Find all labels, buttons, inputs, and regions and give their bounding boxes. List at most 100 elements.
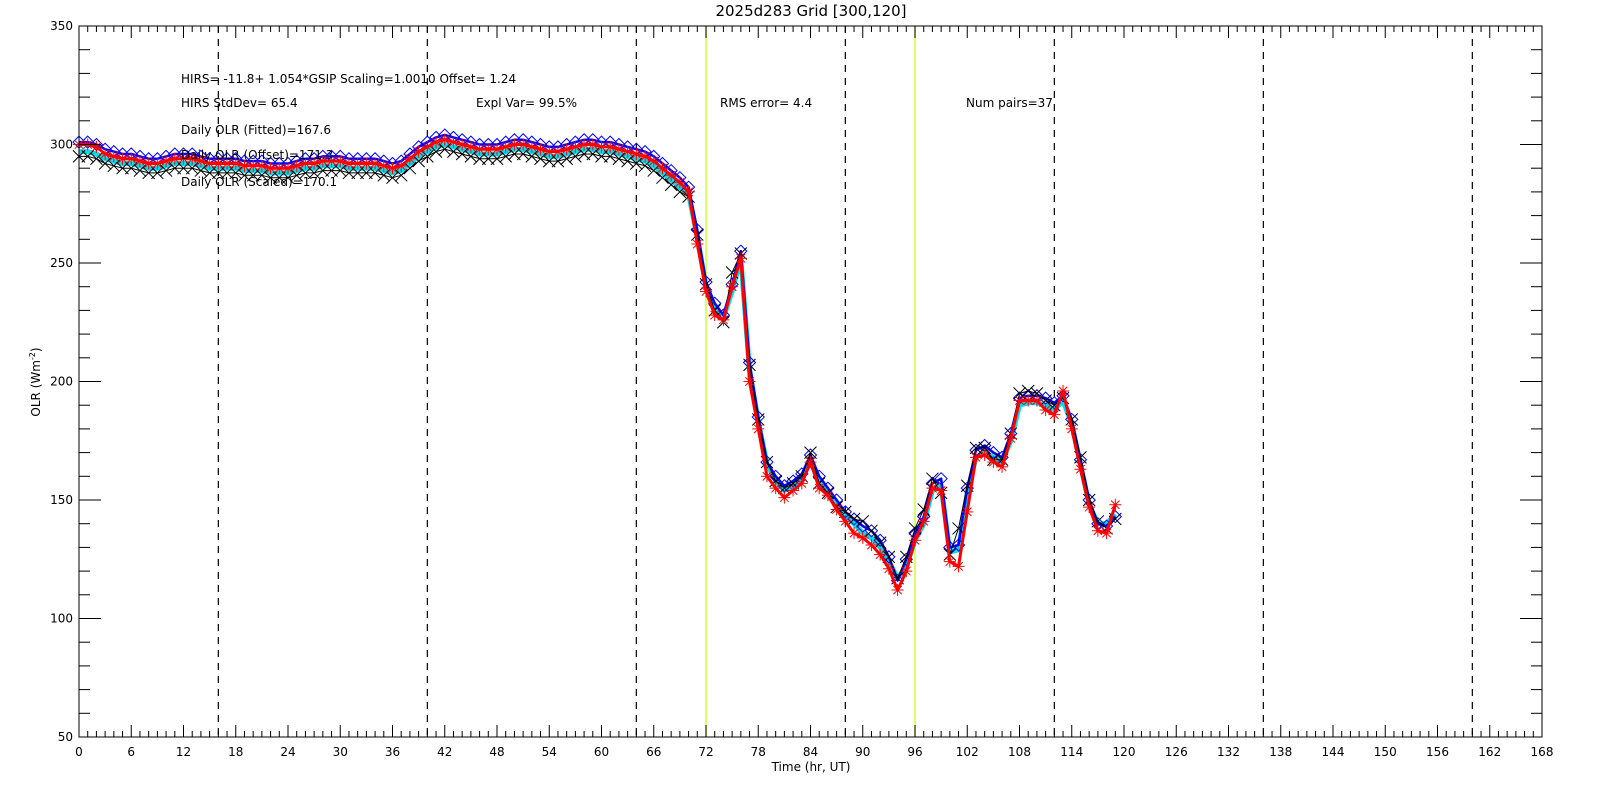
data-point-asterisk [734,252,747,265]
data-point-asterisk [700,285,712,298]
data-point-asterisk [969,451,982,464]
data-point-asterisk [621,145,634,158]
x-tick-labels: 0 6 12 18 24 30 36 42 48 54 60 66 72 78 84 90 96 102 108 11… [75,745,1553,759]
x-tick-label: 168 [1531,745,1554,759]
data-point-asterisk [743,375,756,388]
data-point-asterisk [517,138,530,151]
data-point-asterisk [804,456,817,469]
data-point-x [90,152,103,166]
data-point-asterisk [90,140,103,153]
data-point-x [151,166,164,180]
data-point-x [255,168,269,182]
data-point-asterisk [447,136,460,149]
data-point-asterisk [978,448,991,461]
data-point-x [81,149,95,163]
data-point-asterisk [325,155,338,168]
data-point-x [168,161,182,175]
data-point-asterisk [769,482,782,495]
data-point-asterisk [203,157,216,170]
data-point-asterisk [1074,463,1087,476]
data-point-x [211,166,225,180]
data-point-asterisk [682,185,695,198]
data-point-asterisk [551,145,564,158]
data-point-asterisk [430,136,443,149]
data-point-x [142,166,156,180]
data-point-asterisk [1039,403,1052,416]
data-point-x [978,441,992,455]
data-point-x [159,164,173,177]
data-point-asterisk [996,460,1009,473]
x-tick-label: 162 [1478,745,1501,759]
data-point-x [595,149,608,163]
data-point-x [647,164,661,177]
data-point-x [368,166,382,180]
data-point-asterisk [168,152,181,165]
data-point-asterisk [813,482,826,495]
data-point-asterisk [525,140,538,153]
y-tick-label: 50 [58,730,73,744]
data-point-x [464,149,478,163]
annotation-fit-equation: HIRS= -11.8+ 1.054*GSIP Scaling=1.0010 O… [181,72,516,86]
data-point-x [98,157,112,170]
data-point-x [481,152,495,166]
data-point-asterisk [665,169,678,182]
data-point-asterisk [508,138,521,151]
annotation-daily-scaled: Daily OLR (Scaled)=170.1 [181,175,337,189]
data-point-asterisk [543,145,556,158]
data-point-asterisk [177,152,190,165]
data-point-x [586,147,600,161]
data-point-x [246,168,260,182]
data-point-x [560,152,574,166]
data-point-asterisk [708,309,721,322]
data-point-x [542,154,556,168]
data-point-asterisk [499,140,512,153]
x-tick-label: 18 [228,745,243,759]
data-point-asterisk [1048,408,1061,421]
data-point-asterisk [1083,501,1096,514]
data-point-x [429,145,443,158]
y-axis-label-main: OLR (Wm [29,360,43,417]
x-tick-label: 66 [646,745,661,759]
data-point-asterisk [1013,394,1026,407]
data-point-asterisk [717,313,730,326]
x-tick-label: 84 [803,745,818,759]
data-point-asterisk [891,584,904,597]
data-point-asterisk [151,157,164,170]
x-tick-label: 126 [1165,745,1188,759]
data-point-asterisk [238,159,251,172]
y-tick-label: 100 [50,612,73,626]
data-point-asterisk [316,155,329,168]
data-point-asterisk [456,138,469,151]
data-point-x [1030,386,1044,400]
data-point-asterisk [438,133,451,146]
data-point-asterisk [334,155,347,168]
data-point-asterisk [99,147,112,160]
series-0 [79,142,1118,581]
data-point-asterisk [987,456,1000,469]
data-point-asterisk [107,150,120,163]
data-point-asterisk [839,515,852,528]
data-point-asterisk [386,162,399,175]
x-tick-label: 30 [333,745,348,759]
data-point-x [969,441,983,455]
data-point-x [316,164,330,177]
data-point-asterisk [1057,384,1070,397]
annotation-expl-var: Expl Var= 99.5% [476,96,577,110]
data-point-x [751,413,765,426]
data-point-x [116,161,129,175]
y-axis-label-close: ) [29,347,43,352]
data-point-asterisk [351,157,364,170]
data-point-asterisk [473,143,486,156]
data-point-asterisk [342,157,355,170]
data-point-asterisk [952,560,965,573]
x-tick-label: 138 [1269,745,1292,759]
data-point-asterisk [586,138,599,151]
x-tick-label: 96 [907,745,922,759]
y-tick-label: 350 [50,19,73,33]
data-point-asterisk [569,140,582,153]
data-point-x [1013,386,1026,400]
data-point-asterisk [691,238,704,251]
chart-title: 2025d283 Grid [300,120] [715,2,906,20]
y-tick-label: 150 [50,493,73,507]
